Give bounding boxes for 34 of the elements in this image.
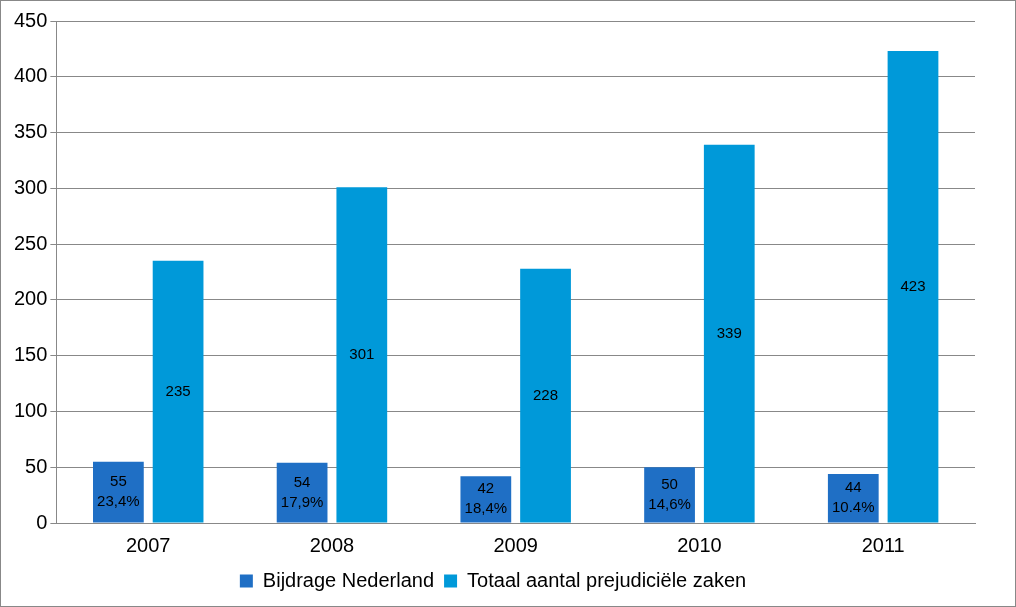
y-tick-label: 250 [13, 231, 48, 254]
y-tick-label: 150 [13, 343, 48, 366]
bar [887, 51, 939, 523]
data-label: 54 17,9% [280, 472, 324, 510]
y-tick-label: 400 [13, 64, 48, 87]
bar [93, 461, 144, 523]
data-label: 228 [533, 385, 559, 403]
y-tick-label: 100 [13, 398, 48, 421]
data-label: 301 [349, 345, 375, 362]
y-tick-label: 450 [13, 8, 48, 31]
data-label: 50 14,6% [648, 475, 691, 512]
data-label: 55 23,4% [97, 472, 140, 510]
data-label: 339 [716, 323, 742, 341]
data-label: 44 10.4% [832, 478, 875, 516]
data-label: 42 18,4% [464, 479, 508, 517]
data-label: 235 [165, 381, 191, 399]
bar [336, 187, 388, 523]
bar [520, 268, 571, 523]
bar [703, 144, 755, 523]
y-tick-label: 300 [13, 175, 48, 198]
legend-label: Totaal aantal prejudiciële zaken [467, 568, 747, 591]
y-tick-label: 350 [13, 120, 48, 143]
legend-label: Bijdrage Nederland [262, 568, 435, 591]
y-tick-label: 200 [13, 287, 48, 310]
data-label: 423 [900, 276, 926, 294]
bar [644, 467, 695, 523]
x-tick-label: 2011 [861, 533, 905, 556]
bar [152, 260, 204, 523]
x-tick-label: 2007 [125, 533, 171, 556]
x-tick-label: 2010 [677, 533, 722, 556]
y-tick-label: 0 [36, 510, 48, 533]
y-tick-label: 50 [25, 454, 48, 477]
x-tick-label: 2008 [309, 533, 355, 556]
x-tick-label: 2009 [493, 533, 538, 556]
